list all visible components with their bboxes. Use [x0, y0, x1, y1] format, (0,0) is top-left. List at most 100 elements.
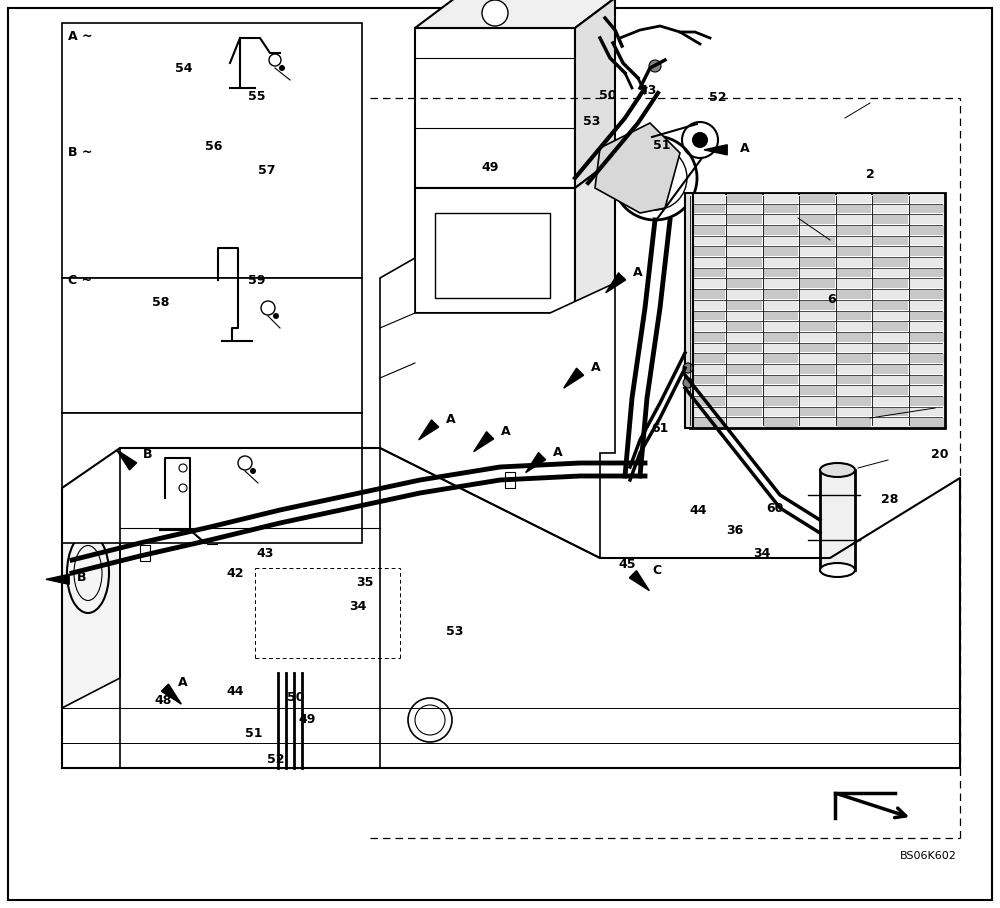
Text: A: A: [740, 143, 750, 155]
Bar: [873, 386, 908, 395]
Bar: [691, 333, 725, 341]
Text: 6: 6: [828, 293, 836, 306]
Bar: [764, 333, 798, 341]
Text: 35: 35: [356, 577, 374, 589]
Bar: [873, 237, 908, 245]
Text: 54: 54: [175, 62, 192, 74]
Text: 42: 42: [226, 568, 244, 580]
Bar: [873, 354, 908, 363]
Circle shape: [692, 132, 708, 148]
Bar: [873, 376, 908, 384]
Text: B: B: [77, 571, 87, 584]
Bar: [910, 301, 944, 310]
Bar: [345, 497, 355, 513]
Bar: [727, 269, 762, 278]
Text: 2: 2: [866, 168, 874, 181]
Circle shape: [279, 65, 285, 71]
Bar: [837, 237, 871, 245]
Bar: [910, 215, 944, 224]
Bar: [873, 247, 908, 256]
Bar: [727, 301, 762, 310]
Bar: [727, 237, 762, 245]
Bar: [873, 204, 908, 213]
Bar: [837, 354, 871, 363]
Bar: [764, 354, 798, 363]
Bar: [685, 193, 693, 428]
Circle shape: [482, 0, 508, 26]
Text: A: A: [446, 413, 456, 426]
Bar: [873, 311, 908, 321]
Bar: [910, 226, 944, 235]
Bar: [691, 194, 725, 202]
Bar: [837, 204, 871, 213]
Bar: [764, 204, 798, 213]
Bar: [691, 237, 725, 245]
Polygon shape: [564, 368, 584, 388]
Bar: [727, 194, 762, 202]
Text: 57: 57: [258, 163, 276, 176]
Text: 20: 20: [931, 448, 949, 460]
Bar: [910, 247, 944, 256]
Text: 58: 58: [152, 297, 169, 310]
Bar: [764, 386, 798, 395]
Bar: [800, 301, 835, 310]
Bar: [837, 269, 871, 278]
Bar: [727, 354, 762, 363]
Bar: [837, 291, 871, 299]
Text: 50: 50: [287, 691, 305, 704]
Polygon shape: [62, 448, 120, 708]
Bar: [837, 386, 871, 395]
Bar: [800, 258, 835, 267]
Bar: [727, 397, 762, 406]
Bar: [800, 365, 835, 373]
Bar: [910, 386, 944, 395]
Text: 59: 59: [248, 273, 265, 287]
Polygon shape: [575, 158, 615, 313]
Bar: [764, 237, 798, 245]
Bar: [873, 194, 908, 202]
Bar: [207, 528, 217, 544]
Text: 56: 56: [205, 140, 222, 153]
Bar: [800, 269, 835, 278]
Bar: [691, 291, 725, 299]
Text: 36: 36: [726, 524, 744, 537]
Bar: [910, 365, 944, 373]
Bar: [837, 194, 871, 202]
Bar: [873, 408, 908, 417]
Bar: [691, 408, 725, 417]
Text: 45: 45: [618, 558, 636, 571]
Circle shape: [649, 60, 661, 72]
Bar: [764, 322, 798, 331]
Bar: [727, 322, 762, 331]
Polygon shape: [606, 272, 626, 292]
Bar: [800, 291, 835, 299]
Bar: [837, 333, 871, 341]
Bar: [764, 376, 798, 384]
Bar: [837, 322, 871, 331]
Bar: [764, 194, 798, 202]
Bar: [873, 269, 908, 278]
Text: 44: 44: [689, 504, 707, 517]
Text: 51: 51: [245, 727, 263, 740]
Bar: [910, 343, 944, 352]
Bar: [873, 365, 908, 373]
Bar: [910, 291, 944, 299]
Bar: [910, 376, 944, 384]
Bar: [800, 226, 835, 235]
Bar: [800, 376, 835, 384]
Bar: [727, 291, 762, 299]
Polygon shape: [415, 28, 575, 188]
Bar: [691, 301, 725, 310]
Bar: [691, 280, 725, 288]
Bar: [837, 343, 871, 352]
Text: A: A: [633, 266, 643, 279]
Text: 53: 53: [446, 625, 464, 637]
Bar: [691, 311, 725, 321]
Bar: [800, 311, 835, 321]
Bar: [691, 215, 725, 224]
Bar: [837, 226, 871, 235]
Bar: [873, 419, 908, 427]
Bar: [690, 193, 945, 428]
Bar: [764, 408, 798, 417]
Bar: [62, 278, 362, 413]
